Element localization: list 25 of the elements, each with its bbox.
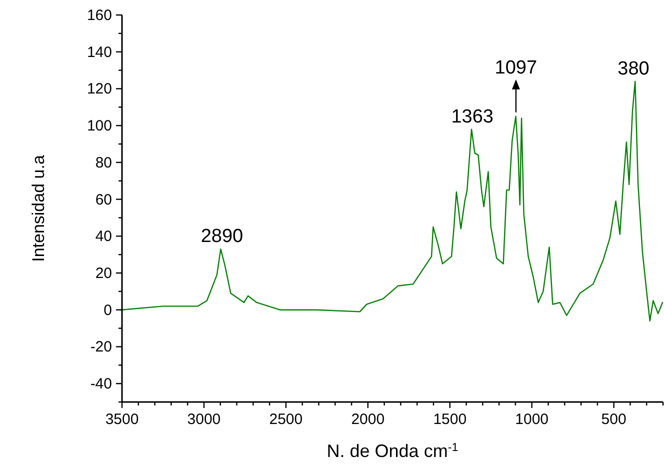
y-tick-label: 40 [95, 228, 112, 246]
x-tick-label: 2000 [351, 411, 385, 428]
annotation: 2890 [200, 226, 244, 248]
x-tick-label: 3000 [187, 411, 221, 428]
x-tick-label: 500 [601, 411, 626, 428]
x-tick-label: 3500 [105, 411, 139, 428]
y-tick-label: 120 [86, 80, 112, 98]
y-tick-label: 100 [86, 118, 112, 135]
y-tick-label: -20 [90, 338, 112, 356]
line-series [121, 80, 664, 322]
y-tick-label: 0 [104, 302, 112, 319]
x-tick-label: 2500 [269, 411, 303, 428]
y-axis-title: Intensidad u.a [29, 154, 48, 262]
y-tick-label: 60 [95, 191, 112, 208]
y-tick-label: 20 [95, 265, 112, 282]
annotation: 380 [618, 58, 650, 80]
y-tick-label: 80 [95, 154, 112, 172]
x-axis-title: N. de Onda cm$^{-1}$ [326, 440, 458, 461]
x-tick-label: 1000 [515, 411, 549, 428]
y-tick-label: -40 [90, 376, 112, 393]
annotation: 1363 [451, 106, 494, 128]
y-tick-label: 160 [86, 7, 112, 24]
y-tick-label: 140 [86, 44, 112, 61]
annotation: 1097 [494, 57, 538, 78]
x-tick-label: 1500 [433, 411, 467, 428]
